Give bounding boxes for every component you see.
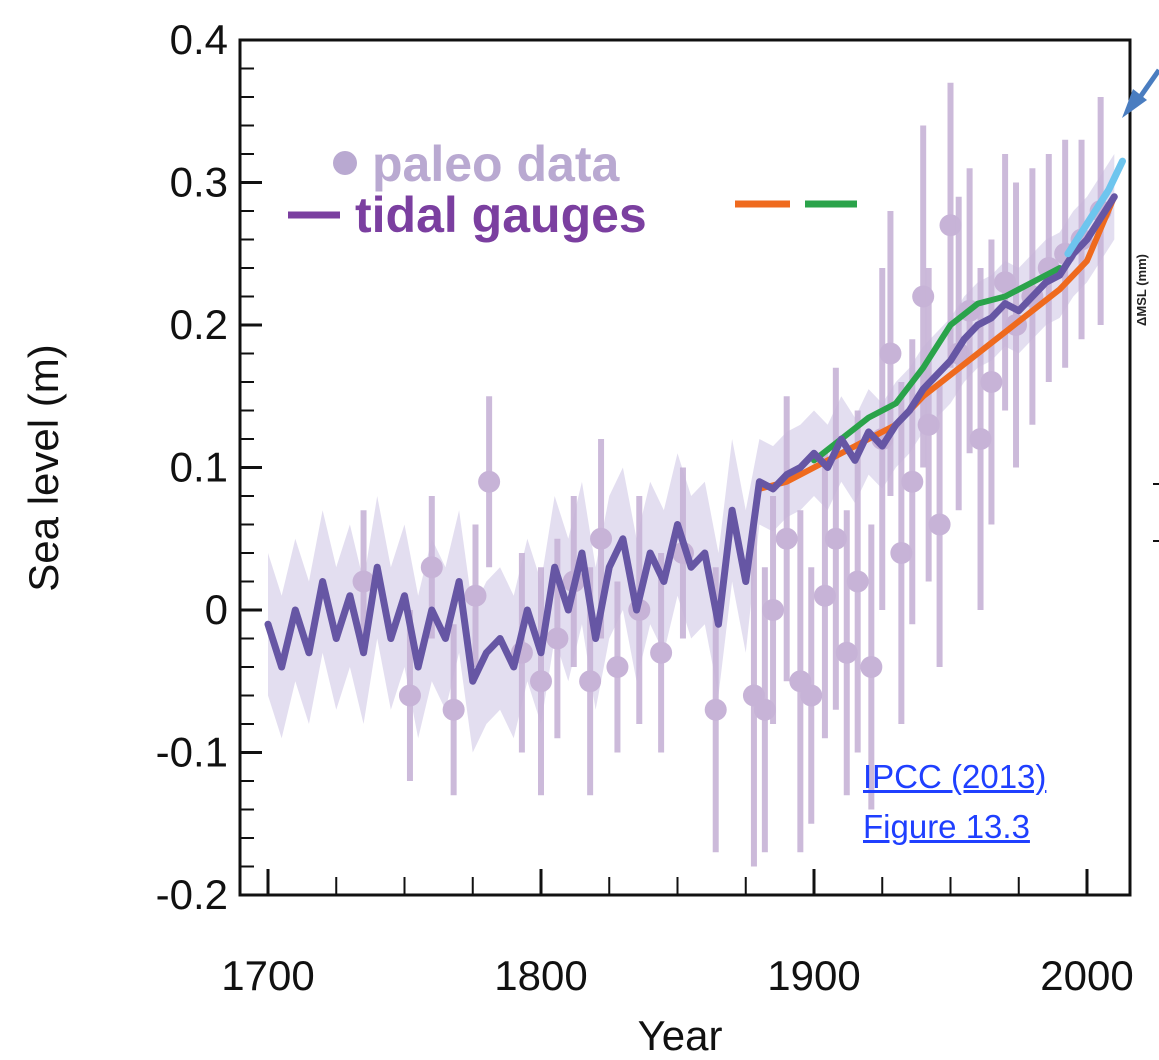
series-line-light-blue [1064, 157, 1126, 258]
paleo-point [352, 570, 375, 593]
paleo-point [704, 698, 727, 721]
paleo-band [268, 154, 1115, 753]
y-tick-label: -0.2 [156, 871, 228, 918]
y-tick-label: 0 [205, 586, 228, 633]
paleo-point [762, 599, 785, 621]
paleo-point [530, 670, 552, 693]
paleo-point [846, 570, 869, 593]
paleo-point [478, 470, 501, 493]
x-tick-label: 1700 [221, 952, 314, 999]
legend-paleo-label: paleo data [372, 136, 620, 192]
paleo-uncertainty-band-layer [268, 154, 1115, 753]
arrowhead-icon [1122, 89, 1147, 118]
x-tick-label: 1800 [494, 952, 587, 999]
x-tick-label: 1900 [767, 952, 860, 999]
side-axis-label: ΔMSL (mm) [1134, 254, 1149, 326]
paleo-point [420, 556, 443, 579]
paleo-point [546, 627, 569, 650]
y-tick-label: 0.1 [170, 444, 228, 491]
paleo-point [775, 527, 798, 550]
y-axis-title: Sea level (m) [20, 344, 67, 591]
y-tick-label: 0.3 [170, 159, 228, 206]
paleo-point [994, 271, 1017, 294]
paleo-point [650, 641, 673, 664]
paleo-point [879, 342, 902, 365]
series-line-orange [756, 193, 1118, 492]
paleo-point [917, 413, 940, 436]
paleo-point [969, 428, 992, 450]
citation-link[interactable]: IPCC (2013) Figure 13.3 [863, 752, 1046, 852]
paleo-point [590, 527, 613, 550]
paleo-point [398, 684, 421, 707]
paleo-point [800, 684, 823, 707]
series-line-green [811, 265, 1063, 464]
legend: paleo data tidal gauges [288, 136, 857, 243]
y-axis-ticks: -0.2 -0.1 0 0.1 0.2 0.3 0.4 [156, 16, 262, 918]
y-tick-label: 0.4 [170, 16, 228, 63]
y-tick-label: -0.1 [156, 729, 228, 776]
paleo-point [442, 698, 465, 721]
legend-tidal-label: tidal gauges [355, 187, 647, 243]
citation-line-2[interactable]: Figure 13.3 [863, 808, 1030, 845]
paleo-point [813, 584, 836, 607]
x-axis-title: Year [638, 1012, 723, 1059]
paleo-point [835, 641, 858, 664]
citation-line-1[interactable]: IPCC (2013) [863, 758, 1047, 795]
paleo-point [860, 656, 883, 678]
paleo-point [901, 470, 924, 493]
x-tick-label: 2000 [1040, 952, 1133, 999]
paleo-point [890, 542, 913, 564]
paleo-point [579, 670, 602, 693]
x-axis-ticks: 1700 1800 1900 2000 [221, 869, 1134, 999]
y-tick-label: 0.2 [170, 301, 228, 348]
paleo-point [464, 584, 487, 607]
paleo-point [928, 513, 951, 536]
paleo-point [824, 527, 847, 550]
legend-paleo-marker [333, 151, 357, 175]
series-layer [264, 157, 1126, 685]
arrow-icon [1135, 68, 1159, 102]
paleo-point [980, 371, 1003, 393]
series-line-tidal-gauges [264, 193, 1118, 685]
paleo-point [606, 656, 629, 678]
